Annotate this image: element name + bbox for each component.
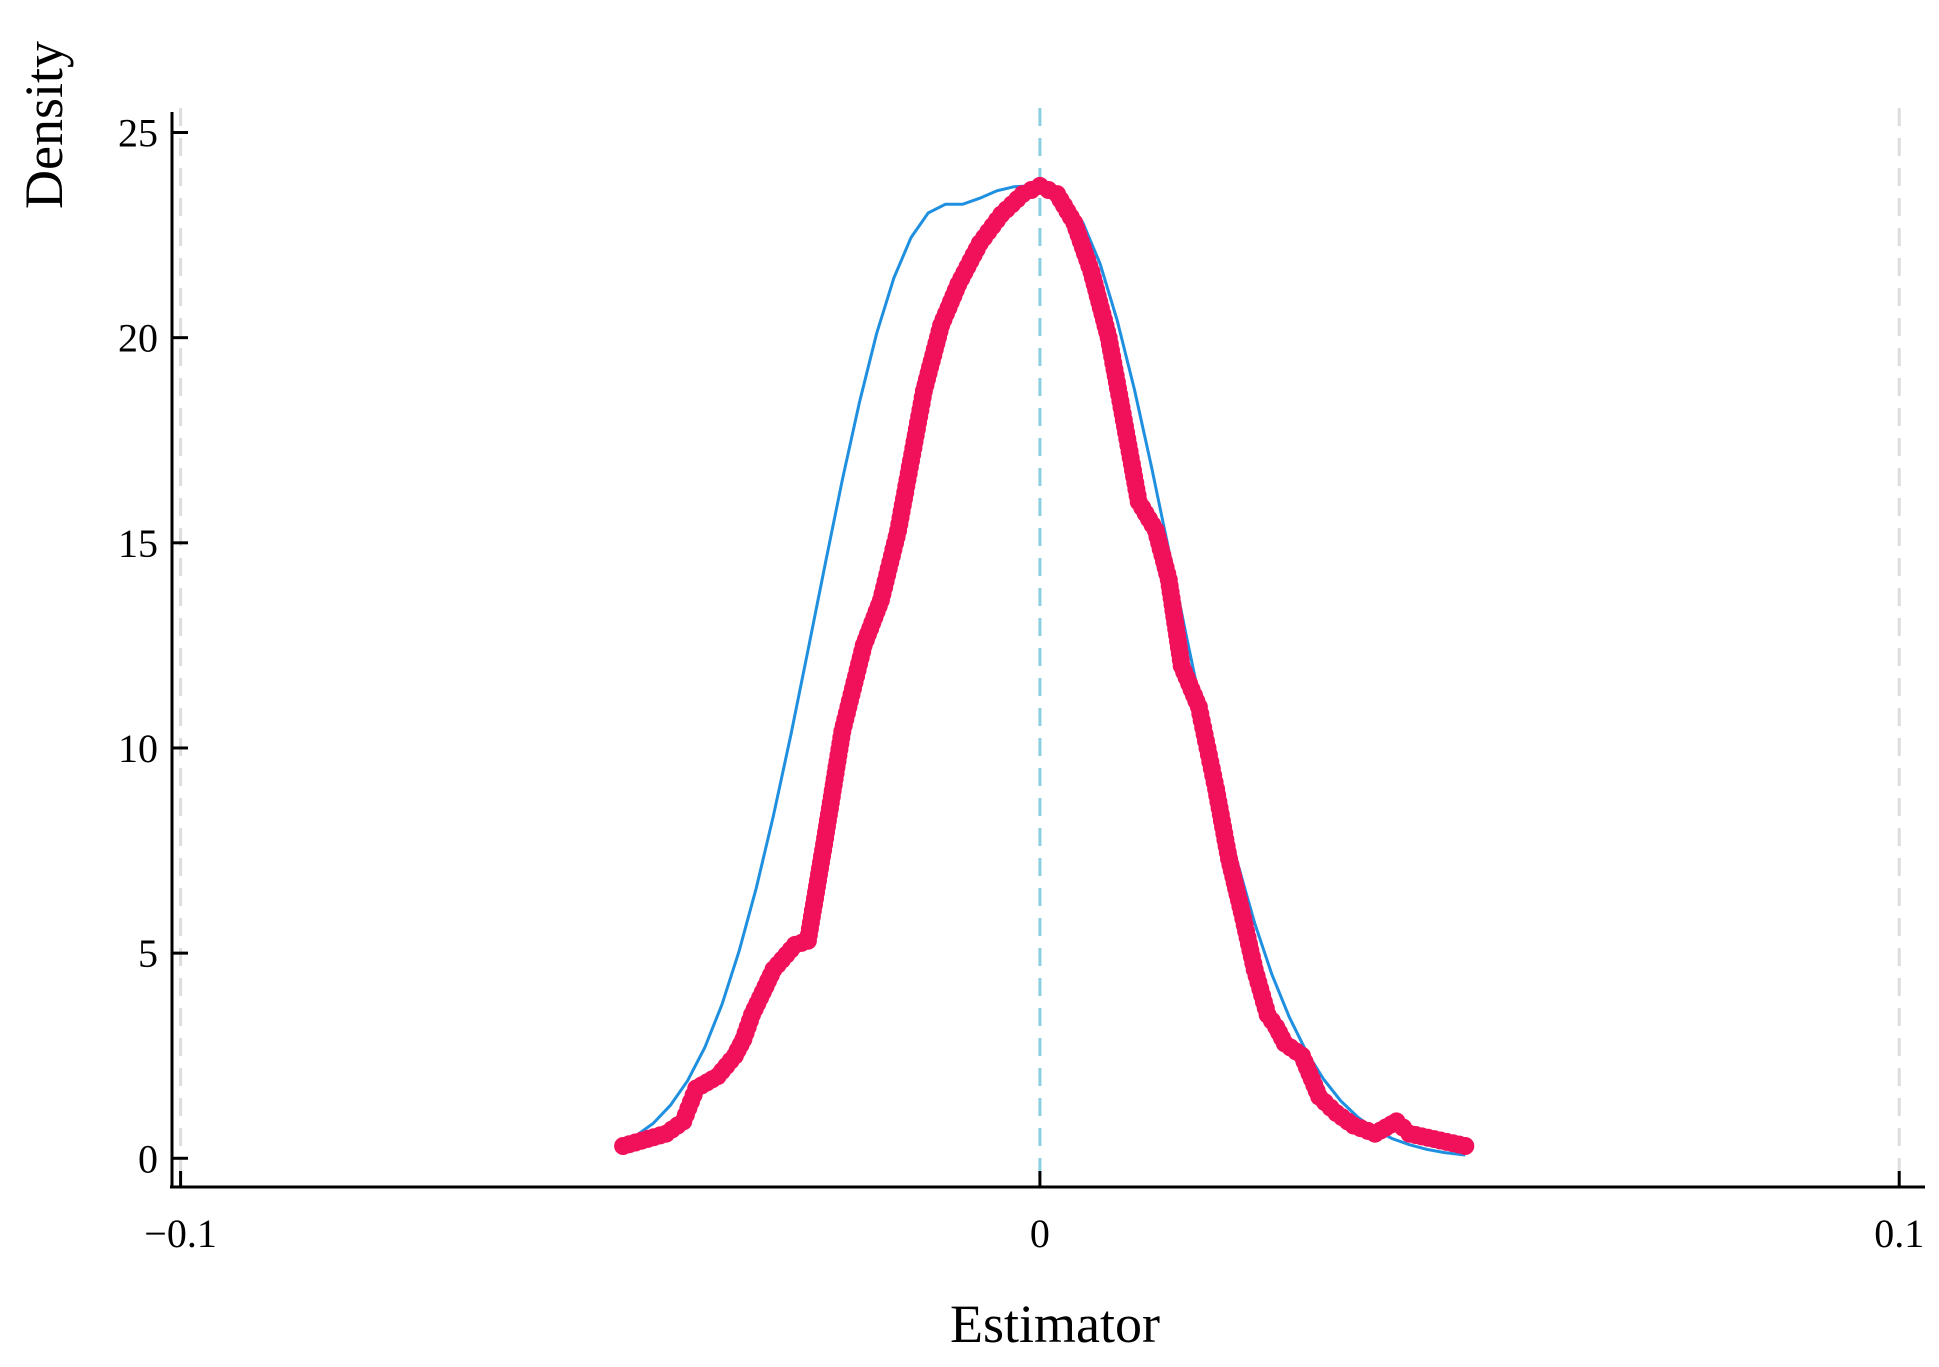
y-tick-label: 25 bbox=[118, 111, 158, 156]
y-tick-label: 20 bbox=[118, 316, 158, 361]
y-tick-label: 15 bbox=[118, 521, 158, 566]
data-points-layer bbox=[614, 176, 1475, 1155]
y-ticks: 0 5 10 15 20 25 bbox=[118, 111, 188, 1181]
y-axis-label: Density bbox=[14, 41, 74, 209]
reference-lines bbox=[179, 108, 1901, 1187]
data-point bbox=[1456, 1137, 1475, 1155]
x-tick-label: −0.1 bbox=[144, 1211, 217, 1256]
y-tick-label: 0 bbox=[138, 1136, 158, 1181]
x-tick-label: 0 bbox=[1030, 1211, 1050, 1256]
x-ticks: −0.1 0 0.1 bbox=[144, 1171, 1924, 1256]
x-tick-label: 0.1 bbox=[1874, 1211, 1924, 1256]
axes bbox=[170, 112, 1925, 1189]
y-tick-label: 10 bbox=[118, 726, 158, 771]
x-axis-label: Estimator bbox=[950, 1294, 1160, 1354]
y-tick-label: 5 bbox=[138, 931, 158, 976]
